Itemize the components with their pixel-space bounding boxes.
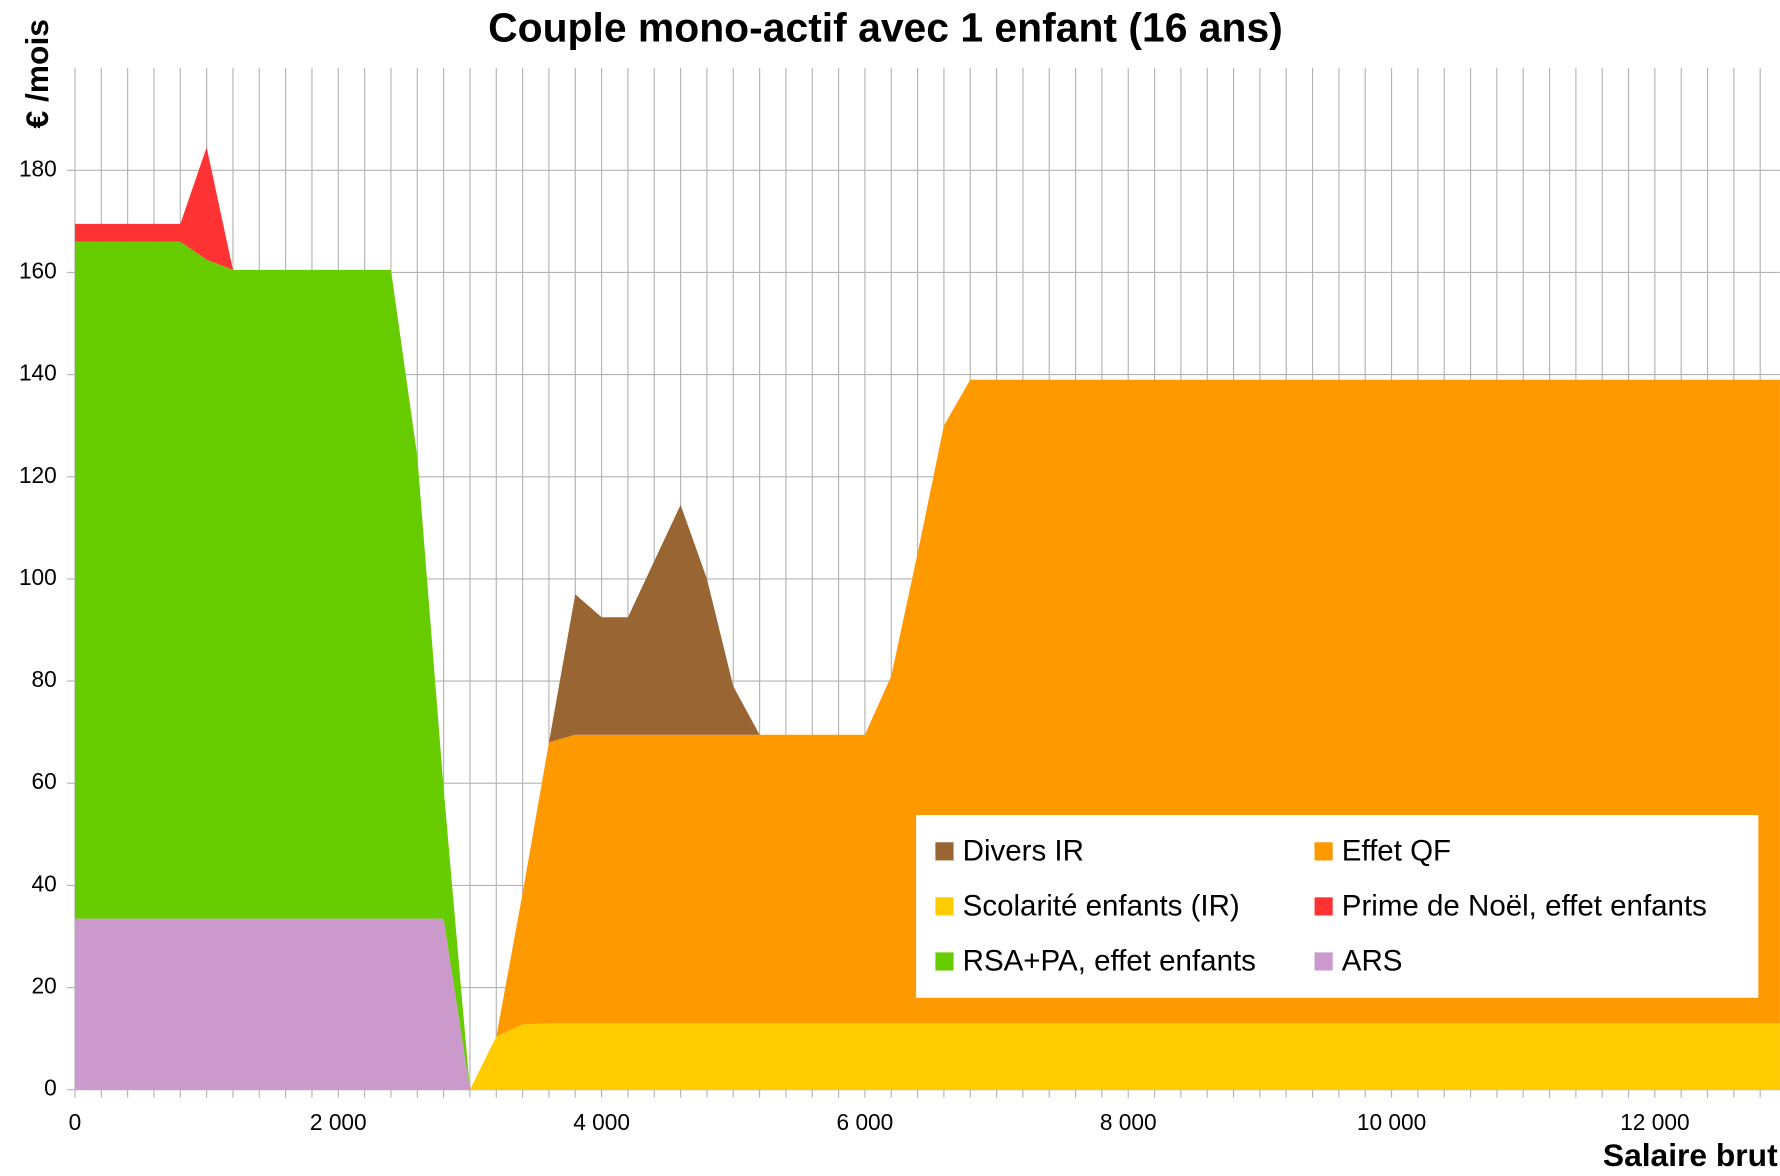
legend-label: Scolarité enfants (IR) (963, 889, 1240, 922)
chart-title: Couple mono-actif avec 1 enfant (16 ans) (488, 4, 1283, 50)
y-axis-label: € /mois (19, 19, 55, 128)
y-tick-label: 60 (32, 768, 57, 794)
y-tick-label: 100 (19, 564, 57, 590)
legend-swatch (935, 842, 954, 861)
y-tick-label: 160 (19, 257, 57, 283)
legend-label: Prime de Noël, effet enfants (1342, 889, 1707, 922)
x-axis-label: Salaire brut (1603, 1137, 1778, 1173)
x-tick-label: 2 000 (310, 1109, 367, 1135)
legend: Divers IR Effet QF Scolarité enfants (IR) P… (916, 815, 1759, 998)
legend-swatch (935, 952, 954, 971)
x-tick-label: 0 (69, 1109, 82, 1135)
legend-box (916, 815, 1759, 998)
y-tick-label: 40 (32, 870, 57, 896)
legend-swatch (1314, 897, 1333, 916)
y-tick-label: 20 (32, 973, 57, 999)
area (74, 918, 1780, 1090)
legend-label: Divers IR (963, 834, 1084, 867)
area (74, 918, 1780, 1090)
y-tick-label: 80 (32, 666, 57, 692)
axes: 0 20 40 60 80 100 120 140 160 180 0 2 000 4 000 6 000… (19, 155, 1761, 1135)
x-tick-label: 10 000 (1357, 1109, 1426, 1135)
legend-label: RSA+PA, effet enfants (963, 944, 1256, 977)
legend-label: ARS (1342, 944, 1403, 977)
x-tick-label: 12 000 (1620, 1109, 1689, 1135)
legend-swatch (1314, 842, 1333, 861)
y-tick-label: 140 (19, 360, 57, 386)
y-tick-label: 0 (44, 1075, 57, 1101)
x-tick-label: 4 000 (573, 1109, 630, 1135)
x-tick-label: 8 000 (1100, 1109, 1157, 1135)
legend-swatch (935, 897, 954, 916)
x-tick-label: 6 000 (837, 1109, 894, 1135)
legend-label: Effet QF (1342, 834, 1451, 867)
y-tick-label: 120 (19, 462, 57, 488)
area (74, 241, 1780, 1090)
y-tick-label: 180 (19, 155, 57, 181)
legend-swatch (1314, 952, 1333, 971)
